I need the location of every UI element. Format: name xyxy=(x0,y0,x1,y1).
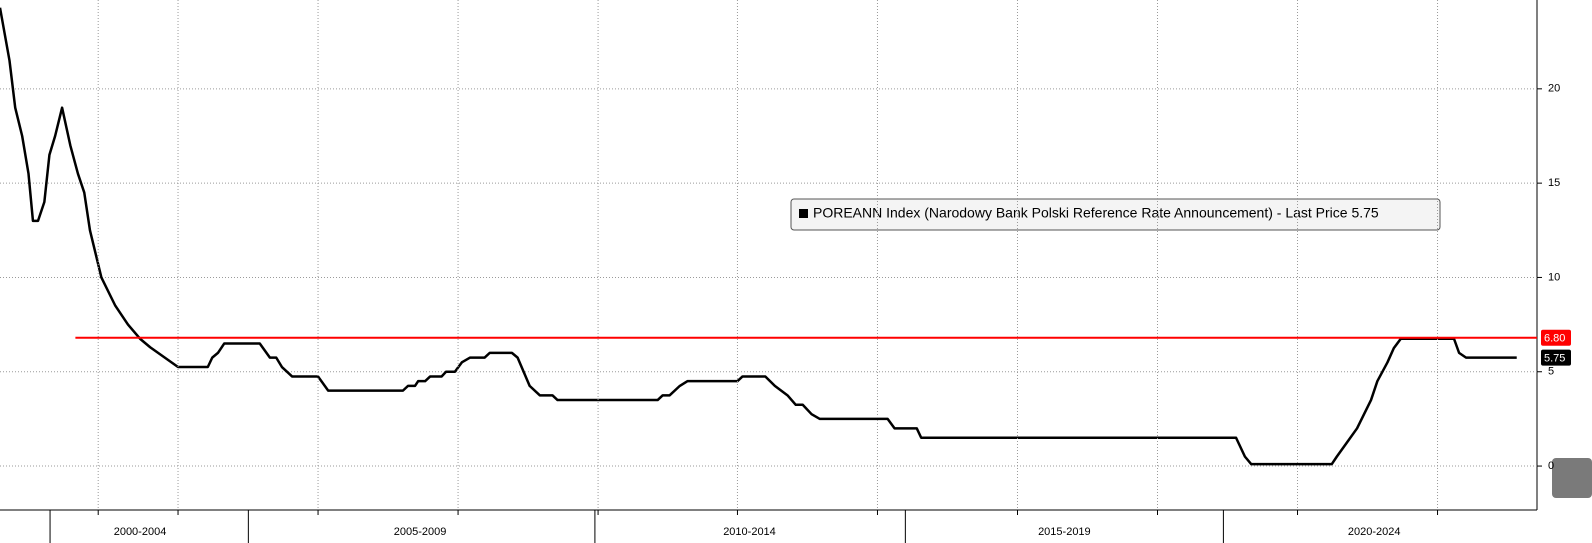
legend-box xyxy=(790,198,1441,231)
y-tick-label: 20 xyxy=(1548,83,1560,95)
reference-label: 6.80 xyxy=(1544,333,1565,345)
reference-label-box xyxy=(1541,329,1571,346)
x-tick-label: 2010-2014 xyxy=(723,526,776,538)
x-tick-label: 2015-2019 xyxy=(1038,526,1091,538)
last-price-label: 5.75 xyxy=(1544,353,1565,365)
corner-icon xyxy=(1552,458,1592,498)
y-tick-label: 15 xyxy=(1548,177,1560,189)
legend: POREANN Index (Narodowy Bank Polski Refe… xyxy=(790,198,1441,231)
y-tick-label: 5 xyxy=(1548,366,1554,378)
y-tick-label: 10 xyxy=(1548,271,1560,283)
x-tick-label: 2020-2024 xyxy=(1348,526,1401,538)
x-tick-label: 2000-2004 xyxy=(114,526,167,538)
last-price-box xyxy=(1541,349,1571,366)
legend-text: POREANN Index (Narodowy Bank Polski Refe… xyxy=(813,205,1379,221)
x-tick-label: 2005-2009 xyxy=(394,526,447,538)
data-line xyxy=(0,7,1517,466)
y-tick-label: 0 xyxy=(1548,460,1554,472)
legend-swatch xyxy=(799,209,808,218)
